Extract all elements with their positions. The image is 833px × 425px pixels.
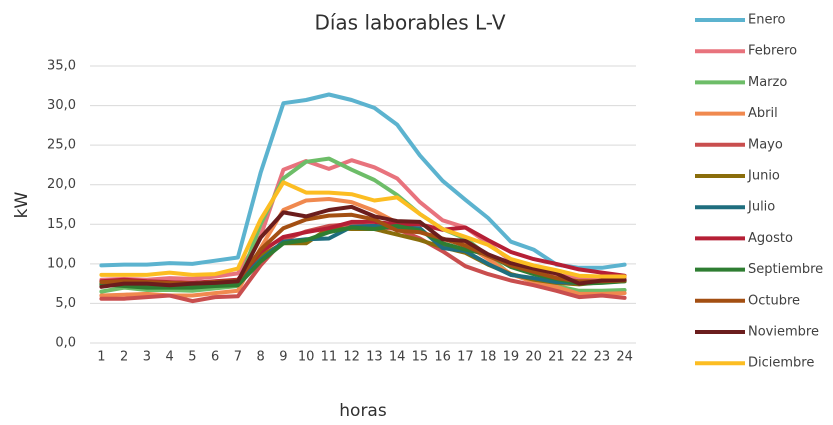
legend-label: Marzo (748, 75, 787, 90)
x-tick-label: 18 (480, 350, 497, 365)
legend-label: Enero (748, 13, 786, 28)
legend-label: Agosto (748, 231, 793, 246)
x-tick-label: 1 (97, 350, 105, 365)
x-tick-label: 16 (434, 350, 451, 365)
x-tick-label: 7 (234, 350, 242, 365)
x-tick-label: 12 (343, 350, 360, 365)
x-tick-label: 11 (321, 350, 338, 365)
legend-label: Junio (747, 169, 780, 184)
x-tick-label: 8 (256, 350, 264, 365)
x-tick-label: 17 (457, 350, 474, 365)
legend-label: Mayo (748, 137, 783, 152)
legend-label: Octubre (748, 293, 800, 308)
y-tick-label: 25,0 (47, 138, 76, 153)
legend-label: Septiembre (748, 262, 823, 277)
x-tick-label: 3 (143, 350, 151, 365)
series-line (99, 204, 627, 289)
x-tick-label: 19 (503, 350, 520, 365)
y-tick-label: 10,0 (47, 256, 76, 271)
series-line (99, 180, 627, 279)
x-tick-label: 23 (594, 350, 611, 365)
y-tick-label: 35,0 (47, 59, 76, 74)
x-tick-label: 4 (165, 350, 173, 365)
x-tick-label: 2 (120, 350, 128, 365)
y-tick-label: 5,0 (55, 296, 76, 311)
series-line (99, 92, 627, 270)
x-tick-label: 6 (211, 350, 219, 365)
legend-label: Julio (747, 200, 775, 215)
legend-label: Febrero (748, 44, 797, 59)
x-tick-label: 22 (571, 350, 588, 365)
x-tick-label: 15 (412, 350, 429, 365)
x-tick-label: 20 (525, 350, 542, 365)
series-line (99, 197, 627, 298)
x-tick-label: 24 (616, 350, 633, 365)
x-axis-title: horas (339, 401, 387, 421)
x-tick-label: 10 (298, 350, 315, 365)
y-tick-label: 15,0 (47, 217, 76, 232)
x-tick-label: 14 (389, 350, 406, 365)
x-tick-label: 5 (188, 350, 196, 365)
legend-label: Noviembre (748, 325, 819, 340)
y-axis-title: kW (12, 191, 32, 218)
y-tick-label: 0,0 (55, 336, 76, 351)
legend-label: Abril (748, 106, 778, 121)
chart-title: Días laborables L-V (314, 11, 505, 35)
x-tick-label: 9 (279, 350, 287, 365)
x-tick-label: 21 (548, 350, 565, 365)
y-tick-label: 30,0 (47, 98, 76, 113)
x-tick-label: 13 (366, 350, 383, 365)
y-tick-label: 20,0 (47, 177, 76, 192)
legend-label: Diciembre (748, 356, 814, 371)
